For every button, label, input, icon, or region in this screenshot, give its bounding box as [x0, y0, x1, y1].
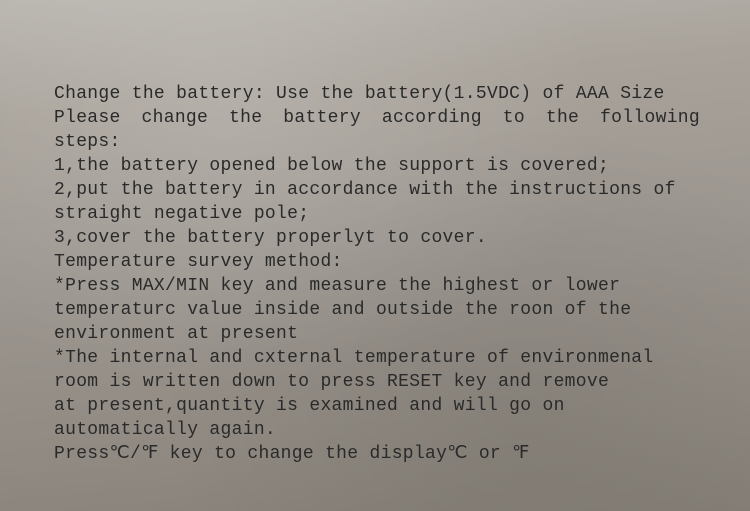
text-line: automatically again. — [54, 418, 700, 442]
text-line: environment at present — [54, 322, 700, 346]
text-line: Change the battery: Use the battery(1.5V… — [54, 82, 700, 106]
text-line: straight negative pole; — [54, 202, 700, 226]
instruction-text-block: Change the battery: Use the battery(1.5V… — [54, 82, 700, 466]
text-line: at present,quantity is examined and will… — [54, 394, 700, 418]
text-line: Please change the battery according to t… — [54, 106, 700, 154]
text-line: 2,put the battery in accordance with the… — [54, 178, 700, 202]
text-line: *Press MAX/MIN key and measure the highe… — [54, 274, 700, 298]
text-line: Temperature survey method: — [54, 250, 700, 274]
text-line: room is written down to press RESET key … — [54, 370, 700, 394]
text-line: Press℃/℉ key to change the display℃ or ℉ — [54, 442, 700, 466]
text-line: 1,the battery opened below the support i… — [54, 154, 700, 178]
text-line: temperaturc value inside and outside the… — [54, 298, 700, 322]
text-line: *The internal and cxternal temperature o… — [54, 346, 700, 370]
text-line: 3,cover the battery properlyt to cover. — [54, 226, 700, 250]
